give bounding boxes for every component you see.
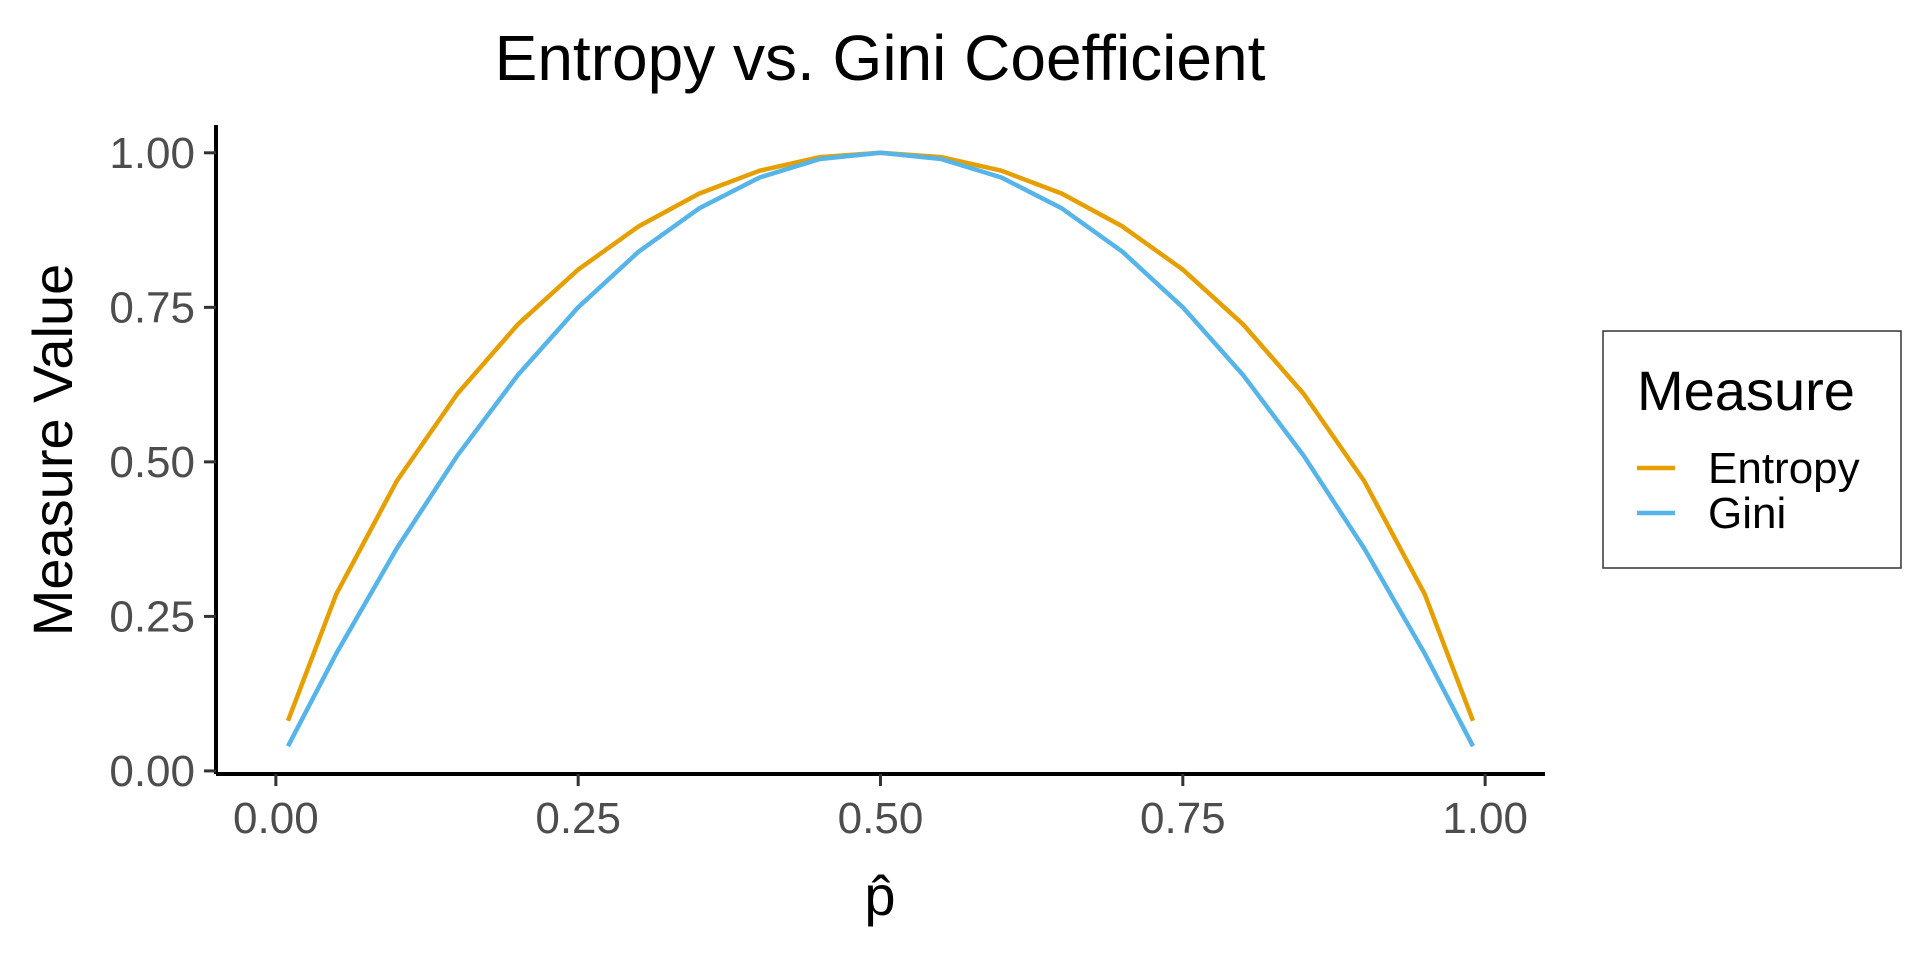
legend-label-gini: Gini	[1708, 489, 1786, 538]
y-tick-label: 0.75	[109, 283, 195, 332]
y-ticks: 0.00 0.25 0.50 0.75 1.00	[109, 129, 216, 796]
x-tick-label: 0.50	[838, 794, 924, 843]
y-tick-label: 0.25	[109, 592, 195, 641]
x-ticks: 0.00 0.25 0.50 0.75 1.00	[233, 774, 1528, 843]
y-tick-label: 1.00	[109, 129, 195, 178]
y-axis-title: Measure Value	[21, 264, 84, 637]
y-tick-label: 0.50	[109, 438, 195, 487]
chart-title: Entropy vs. Gini Coefficient	[495, 22, 1266, 94]
plot-area: 0.00 0.25 0.50 0.75 1.00 0.00 0.25 0.50 0.75 1.0…	[109, 125, 1545, 843]
x-tick-label: 0.00	[233, 794, 319, 843]
legend-label-entropy: Entropy	[1708, 444, 1860, 493]
series-line-gini	[286, 150, 1475, 748]
series-layer	[285, 150, 1476, 748]
x-axis-title: p̂	[864, 864, 895, 927]
x-tick-label: 0.25	[535, 794, 621, 843]
x-tick-label: 1.00	[1442, 794, 1528, 843]
y-tick-label: 0.00	[109, 747, 195, 796]
x-tick-label: 0.75	[1140, 794, 1226, 843]
legend-title: Measure	[1637, 359, 1855, 422]
legend-box	[1602, 330, 1902, 569]
